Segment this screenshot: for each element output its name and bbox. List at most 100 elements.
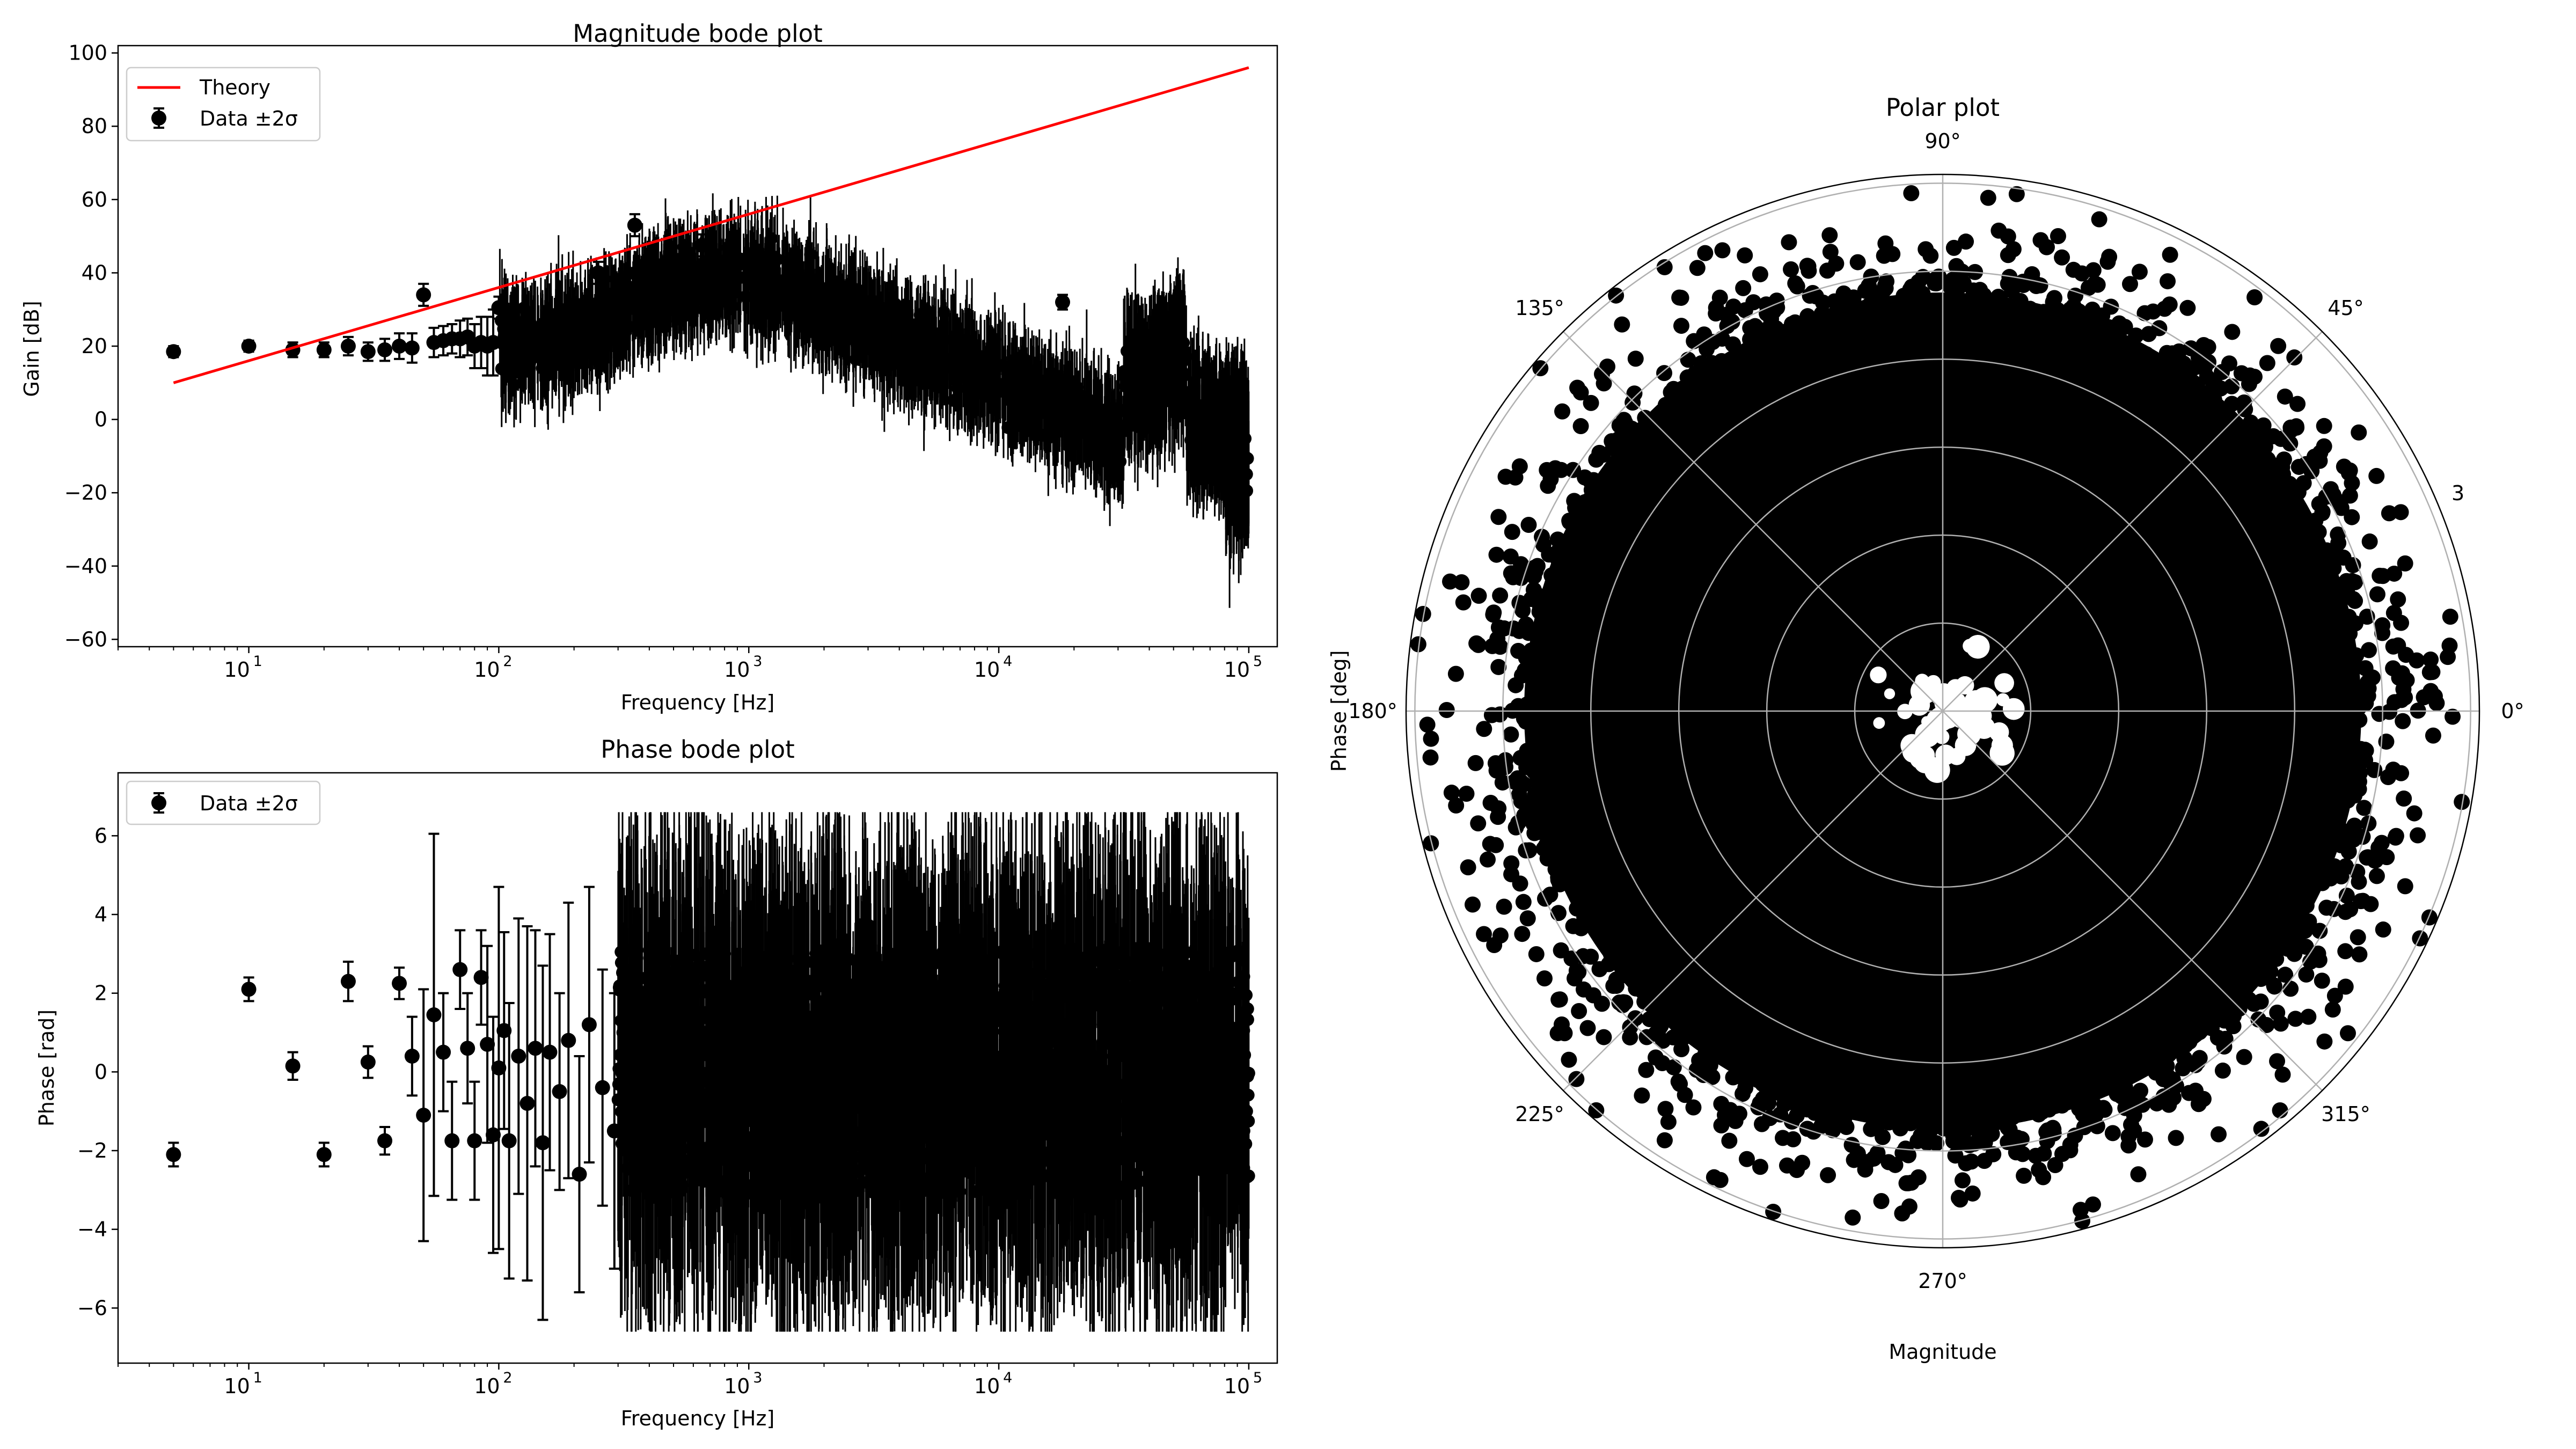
magnitude-dense-data-band bbox=[494, 193, 1254, 608]
x-tick-label-exponent: 2 bbox=[503, 1370, 512, 1386]
data-marker bbox=[340, 339, 356, 354]
magnitude-data-point bbox=[467, 323, 482, 369]
magnitude-data-point bbox=[416, 282, 431, 307]
magnitude-data-point bbox=[316, 341, 332, 358]
magnitude-legend: Theory Data ±2σ bbox=[126, 67, 321, 142]
x-tick-label-exponent: 2 bbox=[503, 653, 512, 670]
magnitude-data-point bbox=[166, 344, 181, 360]
dense-marker bbox=[827, 284, 840, 297]
data-marker bbox=[1055, 295, 1070, 310]
magnitude-data-point bbox=[404, 332, 420, 364]
dense-marker bbox=[639, 287, 652, 301]
dense-marker bbox=[946, 333, 960, 347]
data-marker bbox=[377, 342, 393, 357]
x-tick-label-exponent: 5 bbox=[1253, 653, 1262, 670]
magnitude-data-point bbox=[340, 335, 356, 357]
dense-marker bbox=[1111, 402, 1124, 415]
dense-marker bbox=[655, 297, 669, 311]
dense-marker bbox=[994, 378, 1007, 391]
dense-marker bbox=[623, 299, 636, 313]
x-tick-label-exponent: 4 bbox=[1003, 1370, 1012, 1386]
y-tick-label: 4 bbox=[94, 903, 107, 926]
dense-marker bbox=[690, 260, 704, 274]
dense-marker bbox=[573, 315, 586, 328]
dense-marker bbox=[669, 299, 683, 312]
dense-marker bbox=[1081, 392, 1094, 406]
dense-marker bbox=[927, 331, 941, 345]
legend-data-swatch bbox=[151, 107, 166, 129]
x-tick-label: 10 bbox=[724, 1374, 750, 1398]
x-tick-label: 10 bbox=[474, 1374, 500, 1398]
dense-marker bbox=[804, 248, 817, 261]
dense-marker bbox=[502, 362, 516, 375]
magnitude-data-point bbox=[627, 213, 642, 238]
data-marker bbox=[491, 300, 507, 316]
x-tick-label-exponent: 5 bbox=[1253, 1370, 1262, 1386]
data-marker bbox=[241, 339, 257, 354]
x-tick-label: 10 bbox=[474, 658, 500, 682]
x-tick-label: 10 bbox=[224, 658, 250, 682]
dense-marker bbox=[609, 272, 622, 286]
dense-marker bbox=[855, 321, 868, 335]
data-marker bbox=[486, 335, 501, 350]
magnitude-plot-title: Magnitude bode plot bbox=[573, 19, 823, 48]
dense-marker bbox=[957, 341, 970, 355]
phase-plot-title: Phase bode plot bbox=[601, 735, 795, 764]
data-marker bbox=[627, 217, 642, 233]
y-tick-label: 100 bbox=[68, 41, 107, 65]
magnitude-data-point bbox=[392, 332, 407, 360]
x-tick-label: 10 bbox=[974, 1374, 1000, 1398]
dense-marker bbox=[982, 360, 995, 374]
data-marker bbox=[360, 344, 376, 360]
magnitude-legend-box bbox=[126, 67, 321, 142]
phase-dense-data-band bbox=[611, 812, 1255, 1332]
dense-marker bbox=[770, 253, 784, 266]
x-tick-label-exponent: 3 bbox=[753, 1370, 762, 1386]
x-tick-label: 10 bbox=[724, 658, 750, 682]
dense-marker bbox=[780, 272, 793, 285]
data-marker bbox=[166, 344, 181, 360]
dense-marker bbox=[685, 290, 698, 304]
magnitude-data-point bbox=[360, 341, 376, 362]
y-tick-label: −40 bbox=[64, 554, 107, 578]
dense-marker bbox=[781, 310, 795, 324]
magnitude-axes-frame bbox=[117, 45, 1278, 648]
x-tick-label-exponent: 1 bbox=[253, 653, 262, 670]
legend-theory-label: Theory bbox=[199, 76, 270, 99]
legend-data-label: Data ±2σ bbox=[200, 107, 298, 130]
y-tick-label: 0 bbox=[94, 1060, 107, 1084]
dense-marker bbox=[1081, 418, 1095, 431]
dense-marker bbox=[606, 287, 619, 300]
dense-marker bbox=[1041, 396, 1055, 409]
dense-marker bbox=[589, 327, 602, 340]
x-tick-label-exponent: 4 bbox=[1003, 653, 1012, 670]
dense-marker bbox=[837, 316, 850, 330]
x-tick-label: 10 bbox=[974, 658, 1000, 682]
dense-marker bbox=[704, 267, 718, 280]
y-tick-label: −6 bbox=[77, 1296, 107, 1320]
dense-marker bbox=[1197, 425, 1211, 438]
dense-marker bbox=[1063, 391, 1076, 404]
magnitude-bode-plot: Magnitude bode plot −60 −40 −20 0 20 40 60 80 10… bbox=[20, 19, 1278, 714]
y-tick-label: −4 bbox=[77, 1218, 107, 1241]
magnitude-data-point bbox=[491, 295, 507, 320]
magnitude-data-point bbox=[241, 339, 257, 354]
dense-marker bbox=[1157, 339, 1170, 353]
magnitude-data-point bbox=[1055, 294, 1070, 311]
x-tick-label: 10 bbox=[224, 1374, 250, 1398]
y-tick-label: −2 bbox=[77, 1139, 107, 1162]
dense-marker bbox=[644, 271, 657, 284]
x-tick-label: 10 bbox=[1224, 1374, 1250, 1398]
data-marker bbox=[694, 238, 710, 253]
dense-marker bbox=[544, 322, 558, 335]
phase-plot-area bbox=[166, 812, 1255, 1332]
y-tick-label: 40 bbox=[82, 261, 107, 284]
dense-marker bbox=[642, 315, 655, 328]
dense-marker bbox=[801, 307, 815, 320]
data-marker bbox=[316, 342, 332, 357]
dense-marker bbox=[950, 354, 963, 368]
dense-marker bbox=[870, 299, 884, 313]
